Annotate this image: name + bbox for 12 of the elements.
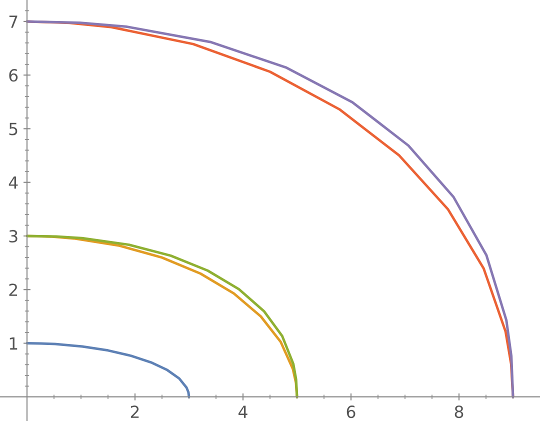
- y-tick-label: 5: [9, 122, 18, 136]
- y-tick-label: 1: [10, 337, 18, 350]
- y-tick-label: 2: [9, 284, 17, 296]
- x-tick-label: 2: [130, 405, 139, 418]
- x-tick-label: 8: [454, 405, 464, 418]
- x-tick-label: 4: [238, 406, 248, 418]
- line-series: [26, 342, 190, 398]
- y-tick-label: 7: [9, 16, 18, 28]
- y-tick-label: 6: [9, 69, 18, 82]
- y-tick-label: 3: [9, 230, 18, 243]
- x-tick-label: 6: [346, 405, 356, 418]
- y-tick-label: 4: [8, 176, 18, 189]
